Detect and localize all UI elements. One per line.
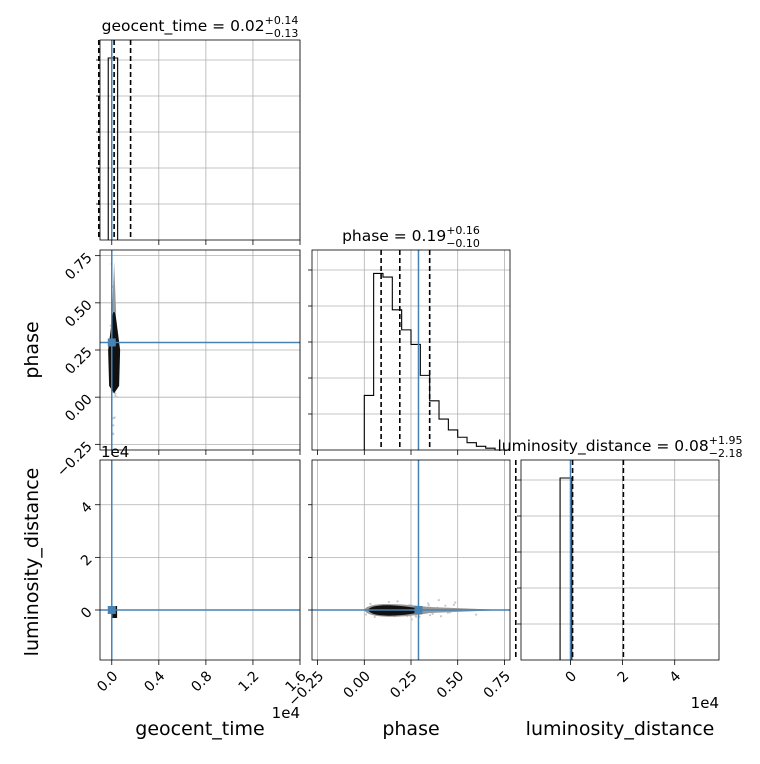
sample-point-luminosity_distance-vs-phase-27	[427, 604, 430, 607]
sample-point-luminosity_distance-vs-phase-55	[387, 600, 390, 604]
x-tick-label-luminosity_distance-vs-geocent_time-0: 0.0	[94, 668, 121, 695]
sample-point-luminosity_distance-vs-phase-25	[364, 613, 368, 616]
title-sup-luminosity_distance: +1.95	[709, 434, 743, 447]
panel-frame-geocent_time	[99, 39, 301, 241]
density-tail-phase-vs-geocent_time	[112, 261, 117, 313]
sample-point-luminosity_distance-vs-phase-13	[439, 615, 443, 618]
sample-point-luminosity_distance-vs-phase-31	[444, 604, 447, 607]
y-tick-label-luminosity_distance-vs-geocent_time-0: 0	[78, 604, 96, 622]
panel-frame-phase-vs-geocent_time	[99, 249, 301, 451]
x-tick-label-luminosity_distance-vs-geocent_time-3: 1.2	[235, 668, 262, 695]
sample-point-phase-vs-geocent_time-10	[115, 395, 119, 399]
sample-point-luminosity_distance-vs-phase-40	[428, 614, 432, 617]
x-tick-label-luminosity_distance-vs-phase-2: 0.25	[387, 668, 420, 701]
sample-point-luminosity_distance-vs-phase-12	[437, 598, 440, 602]
y-tick-label-phase-vs-geocent_time-1: 0.00	[62, 392, 95, 425]
truth-marker-phase-vs-geocent_time	[107, 338, 116, 347]
x-tick-label-luminosity_distance-vs-phase-4: 0.75	[481, 668, 514, 701]
y-axis-label-luminosity_distance: luminosity_distance	[21, 468, 43, 657]
sample-point-luminosity_distance-vs-phase-18	[431, 612, 434, 615]
title-sup-geocent_time: +0.14	[265, 14, 299, 27]
x-tick-label-luminosity_distance-vs-phase-3: 0.50	[434, 668, 467, 701]
x-tick-label-luminosity_distance-vs-phase-1: 0.00	[341, 668, 374, 701]
panel-background-luminosity_distance-vs-geocent_time	[100, 460, 300, 660]
histogram-geocent_time	[107, 57, 119, 240]
histogram-phase	[363, 272, 505, 451]
x-axis-label-luminosity_distance: luminosity_distance	[526, 718, 715, 740]
x-axis-label-geocent_time: geocent_time	[135, 718, 264, 740]
sample-point-phase-vs-geocent_time-38	[112, 424, 115, 427]
y-axis-label-phase: phase	[21, 321, 43, 378]
x-tick-label-luminosity_distance-1: 2	[615, 668, 633, 686]
title-main-luminosity_distance: luminosity_distance = 0.08	[498, 437, 709, 456]
sample-point-luminosity_distance-vs-phase-86	[427, 602, 430, 605]
truth-marker-luminosity_distance-vs-phase	[414, 606, 423, 614]
panel-frame-phase	[311, 249, 511, 451]
sample-point-luminosity_distance-vs-phase-42	[452, 603, 455, 606]
panel-background-geocent_time	[100, 40, 300, 240]
y-tick-label-luminosity_distance-vs-geocent_time-1: 2	[78, 552, 96, 570]
title-sup-phase: +0.16	[446, 224, 480, 237]
sample-point-phase-vs-geocent_time-8	[114, 392, 117, 395]
sample-point-luminosity_distance-vs-phase-70	[475, 613, 478, 616]
sample-point-luminosity_distance-vs-phase-61	[373, 615, 376, 619]
title-main-geocent_time: geocent_time = 0.02	[102, 17, 265, 36]
sample-point-luminosity_distance-vs-phase-29	[454, 601, 457, 604]
y-tick-label-phase-vs-geocent_time-3: 0.50	[62, 297, 95, 330]
offset-label-x-geocent_time: 1e4	[272, 704, 300, 722]
panel-frame-luminosity_distance-vs-phase	[311, 459, 511, 661]
panel-frame-luminosity_distance-vs-geocent_time	[99, 459, 301, 661]
panel-title-phase: phase = 0.19+0.16 −0.10	[342, 224, 480, 250]
x-tick-label-luminosity_distance-0: 0	[562, 668, 580, 686]
offset-label-y-luminosity_distance: 1e4	[101, 443, 129, 461]
truth-marker-luminosity_distance-vs-geocent_time	[107, 606, 116, 614]
panel-frame-luminosity_distance	[520, 459, 720, 661]
y-tick-label-phase-vs-geocent_time-2: 0.25	[62, 344, 95, 377]
y-tick-label-phase-vs-geocent_time-4: 0.75	[62, 250, 95, 283]
x-tick-label-luminosity_distance-vs-geocent_time-1: 0.4	[141, 668, 168, 695]
x-axis-label-phase: phase	[382, 718, 439, 740]
offset-label-x-luminosity_distance: 1e4	[691, 694, 719, 712]
title-main-phase: phase = 0.19	[342, 227, 446, 245]
panel-title-luminosity_distance: luminosity_distance = 0.08+1.95 −2.18	[498, 434, 743, 460]
sample-point-luminosity_distance-vs-phase-21	[410, 618, 413, 621]
sample-point-luminosity_distance-vs-phase-56	[396, 600, 399, 603]
sample-point-phase-vs-geocent_time-54	[113, 416, 116, 419]
x-tick-label-luminosity_distance-vs-geocent_time-2: 0.8	[188, 668, 215, 695]
y-tick-label-phase-vs-geocent_time-0: −0.25	[54, 439, 96, 481]
sample-point-phase-vs-geocent_time-46	[114, 394, 117, 397]
x-tick-label-luminosity_distance-2: 4	[667, 668, 685, 686]
panel-title-geocent_time: geocent_time = 0.02+0.14 −0.13	[102, 14, 299, 40]
title-sub-phase: −0.10	[446, 237, 480, 250]
y-tick-label-luminosity_distance-vs-geocent_time-2: 4	[78, 499, 96, 517]
title-sub-geocent_time: −0.13	[265, 27, 299, 40]
title-sub-luminosity_distance: −2.18	[709, 447, 743, 460]
panel-background-luminosity_distance	[521, 460, 719, 660]
sample-point-luminosity_distance-vs-phase-43	[369, 602, 372, 605]
